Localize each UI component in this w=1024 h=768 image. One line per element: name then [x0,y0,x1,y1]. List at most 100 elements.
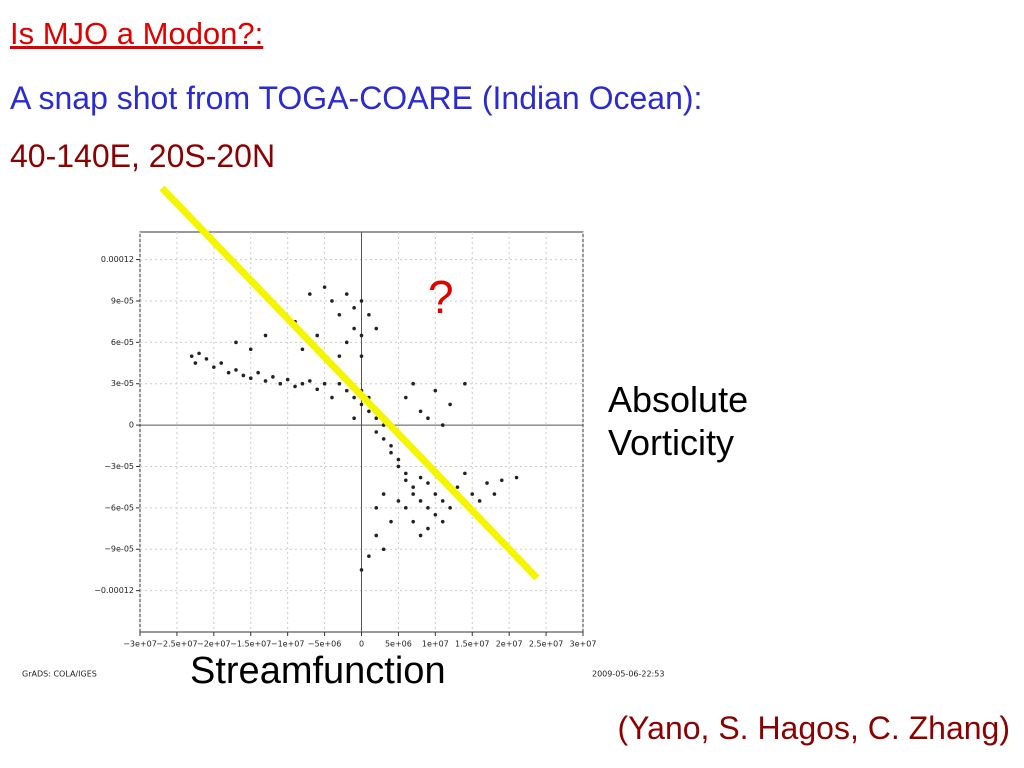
point [337,381,342,386]
point [396,499,401,503]
point [367,409,371,414]
point [285,377,290,382]
point [389,450,393,455]
point [263,379,268,383]
point [374,430,379,434]
point [359,402,364,407]
point [485,481,489,485]
point [411,492,415,496]
point [359,354,364,358]
x-tick-label: 1e+07 [422,640,449,649]
timestamp: 2009-05-06-22:53 [592,670,664,679]
y-tick-label: −3e-05 [104,462,134,471]
software-label: GrADS: COLA/IGES [22,670,97,679]
subtitle: A snap shot from TOGA-COARE (Indian Ocea… [10,80,703,116]
point [389,519,393,524]
fit-line [159,185,540,581]
x-tick-label: −2e+07 [197,640,231,649]
x-tick-label: −1e+07 [271,640,305,649]
point [418,533,423,538]
y-tick-label: 6e-05 [111,338,134,347]
point [404,395,408,400]
point [374,416,379,421]
point [433,512,438,517]
point [404,471,408,476]
point [374,533,379,538]
credit: (Yano, S. Hagos, C. Zhang) [617,710,1010,746]
point [514,475,519,480]
point [204,357,209,361]
y-tick-label: 3e-05 [111,379,134,388]
point [315,333,320,338]
point [389,443,393,448]
point [440,499,445,503]
point [404,506,408,510]
point [322,285,327,289]
x-tick-label: 0 [359,640,364,649]
point [344,340,349,345]
point [315,387,320,392]
point [352,416,356,421]
point [248,376,253,381]
point [271,375,275,379]
point [433,388,438,393]
x-tick-label: −3e+07 [123,640,157,649]
point [374,326,379,331]
point [492,492,497,496]
point [426,416,430,421]
point [411,485,415,489]
y-tick-label: −9e-05 [104,545,134,554]
x-tick-label: 5e+06 [385,640,412,649]
point [418,475,423,480]
point [248,347,253,352]
point [433,492,438,496]
point [352,306,356,310]
point [418,409,423,414]
point [344,388,349,393]
point [381,547,386,552]
point [426,526,430,531]
point [426,481,430,485]
region: 40-140E, 20S-20N [10,138,276,174]
point [352,395,356,400]
point [470,492,475,496]
point [308,292,312,296]
point [418,499,423,503]
x-axis-label: Streamfunction [190,650,446,692]
point [197,351,201,356]
point [411,381,415,386]
point [440,423,445,427]
point [455,485,460,489]
x-tick-label: −2.5e+07 [156,640,197,649]
point [448,402,452,407]
x-tick-label: 2.5e+07 [529,640,564,649]
point [263,333,268,338]
point [359,568,364,572]
x-tick-label: 3e+07 [570,640,597,649]
point [352,326,356,331]
point [374,506,379,510]
point [308,379,312,383]
point [337,312,342,317]
point [226,370,231,375]
point [477,499,482,503]
x-tick-label: 2e+07 [496,640,523,649]
point [396,464,401,469]
point [381,492,386,496]
point [359,333,364,338]
point [241,373,246,378]
point [300,347,305,352]
point [300,381,305,386]
point [381,437,386,441]
point [278,381,283,386]
point [344,292,349,296]
y-tick-label: −6e-05 [104,503,134,512]
question-mark: ? [428,271,454,323]
point [330,395,334,400]
point [499,478,504,483]
point [396,457,401,462]
x-tick-label: 1.5e+07 [455,640,490,649]
point [440,519,445,524]
point [463,381,467,386]
